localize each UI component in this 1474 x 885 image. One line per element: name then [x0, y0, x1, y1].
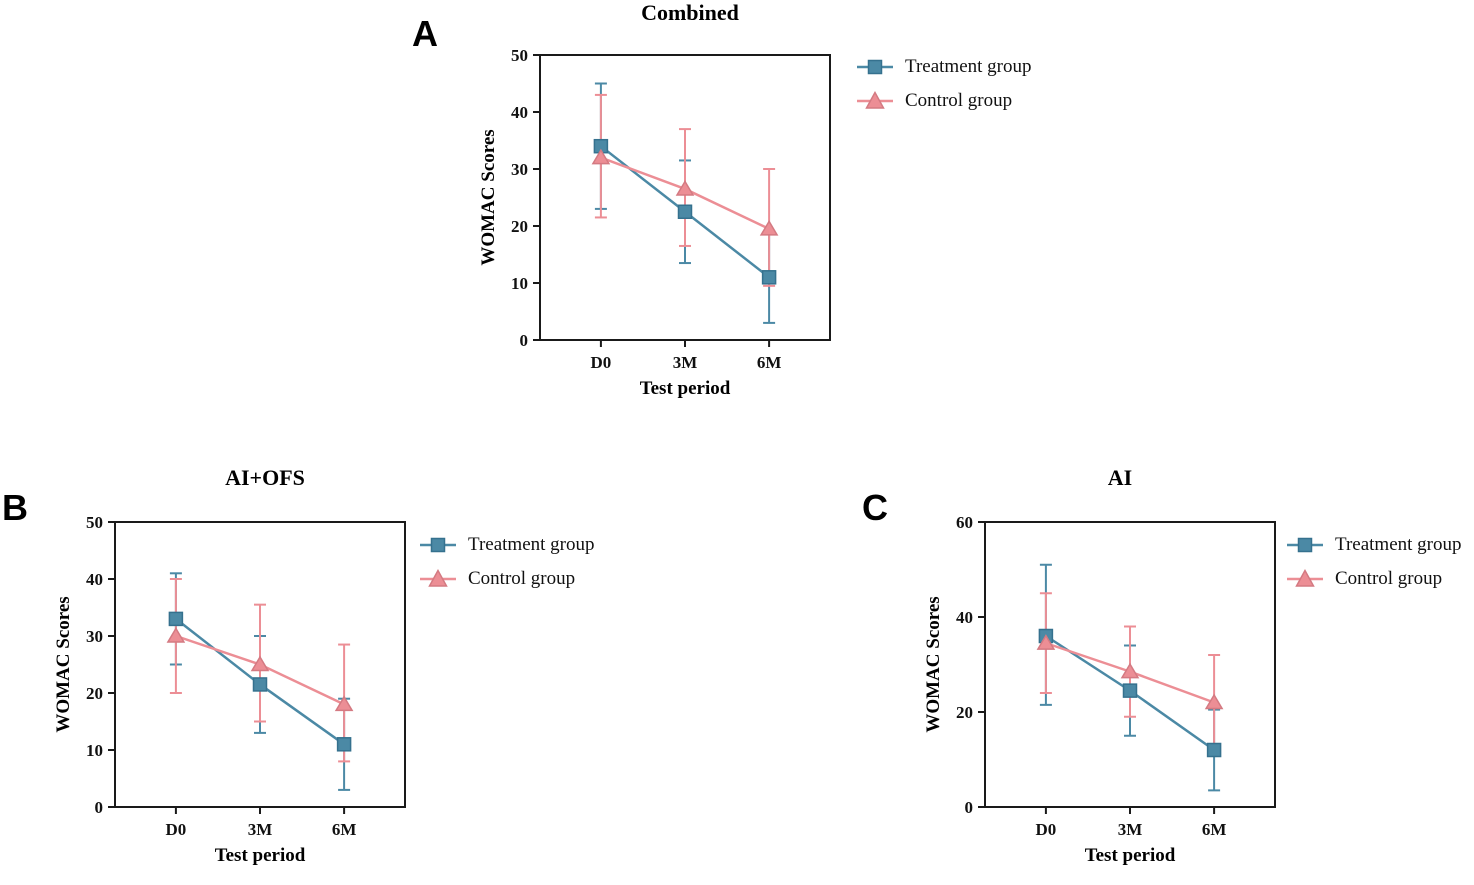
legend-combined: Treatment group Control group: [855, 56, 1031, 112]
svg-text:0: 0: [95, 798, 104, 817]
ai-chart-plot: 0 20 40 60 D0 3M 6M WOMAC Scores Test period: [925, 513, 1276, 866]
svg-text:6M: 6M: [1202, 820, 1227, 839]
svg-text:0: 0: [520, 331, 529, 350]
legend-ai-ofs: Treatment group Control group: [418, 534, 594, 590]
svg-text:D0: D0: [166, 820, 187, 839]
panel-ai: C AI 0 20 40 60 D0 3M 6M WOMAC Scores Test perio…: [860, 460, 1474, 885]
treatment-square-marker-icon: [418, 534, 458, 556]
legend-label-control: Control group: [905, 90, 1013, 111]
svg-text:6M: 6M: [757, 353, 782, 372]
svg-text:6M: 6M: [332, 820, 357, 839]
legend-item-treatment: Treatment group: [1285, 534, 1461, 556]
treatment-square-marker-icon: [1285, 534, 1325, 556]
control-triangle-marker-icon: [1285, 568, 1325, 590]
legend-label-control: Control group: [1335, 568, 1443, 589]
treatment-square-marker-icon: [855, 56, 895, 78]
legend-label-treatment: Treatment group: [905, 56, 1032, 77]
svg-text:D0: D0: [1036, 820, 1057, 839]
panel-letter-a: A: [412, 13, 438, 54]
svg-text:40: 40: [511, 103, 528, 122]
legend-label-control: Control group: [468, 568, 576, 589]
svg-text:Test period: Test period: [640, 378, 731, 399]
chart-title-combined: Combined: [641, 0, 739, 25]
svg-text:60: 60: [956, 513, 973, 532]
svg-text:20: 20: [86, 684, 103, 703]
panel-ai-ofs: B AI+OFS 0 10 20 30 40 50 D0 3M 6M WOMAC Scores Te…: [0, 460, 720, 885]
svg-text:D0: D0: [591, 353, 612, 372]
svg-text:3M: 3M: [1118, 820, 1143, 839]
svg-text:50: 50: [86, 513, 103, 532]
legend-label-treatment: Treatment group: [1335, 534, 1462, 555]
svg-text:10: 10: [86, 741, 103, 760]
panel-letter-b: B: [2, 487, 28, 528]
svg-text:Test period: Test period: [215, 845, 306, 866]
svg-text:20: 20: [511, 217, 528, 236]
ai-ofs-chart-plot: 0 10 20 30 40 50 D0 3M 6M WOMAC Scores Test period: [55, 513, 406, 866]
legend-item-control: Control group: [1285, 568, 1461, 590]
panel-combined: A Combined 0 10 20 30 40 50 D0 3M 6M WOMAC Scores…: [410, 0, 1130, 450]
svg-text:50: 50: [511, 46, 528, 65]
legend-item-control: Control group: [855, 90, 1031, 112]
svg-text:0: 0: [965, 798, 974, 817]
combined-chart-plot: 0 10 20 30 40 50 D0 3M 6M WOMAC Scores Test period: [480, 46, 831, 399]
svg-text:10: 10: [511, 274, 528, 293]
svg-text:WOMAC Scores: WOMAC Scores: [925, 596, 944, 732]
svg-text:30: 30: [511, 160, 528, 179]
svg-text:3M: 3M: [673, 353, 698, 372]
control-triangle-marker-icon: [418, 568, 458, 590]
legend-label-treatment: Treatment group: [468, 534, 595, 555]
svg-text:Test period: Test period: [1085, 845, 1176, 866]
svg-text:3M: 3M: [248, 820, 273, 839]
svg-text:WOMAC Scores: WOMAC Scores: [55, 596, 74, 732]
svg-text:40: 40: [956, 608, 973, 627]
chart-title-ai-ofs: AI+OFS: [225, 465, 305, 490]
legend-item-treatment: Treatment group: [418, 534, 594, 556]
panel-letter-c: C: [862, 487, 888, 528]
chart-title-ai: AI: [1107, 465, 1133, 490]
legend-item-treatment: Treatment group: [855, 56, 1031, 78]
svg-text:WOMAC Scores: WOMAC Scores: [480, 129, 499, 265]
svg-text:40: 40: [86, 570, 103, 589]
legend-ai: Treatment group Control group: [1285, 534, 1461, 590]
svg-text:30: 30: [86, 627, 103, 646]
control-triangle-marker-icon: [855, 90, 895, 112]
svg-text:20: 20: [956, 703, 973, 722]
legend-item-control: Control group: [418, 568, 594, 590]
